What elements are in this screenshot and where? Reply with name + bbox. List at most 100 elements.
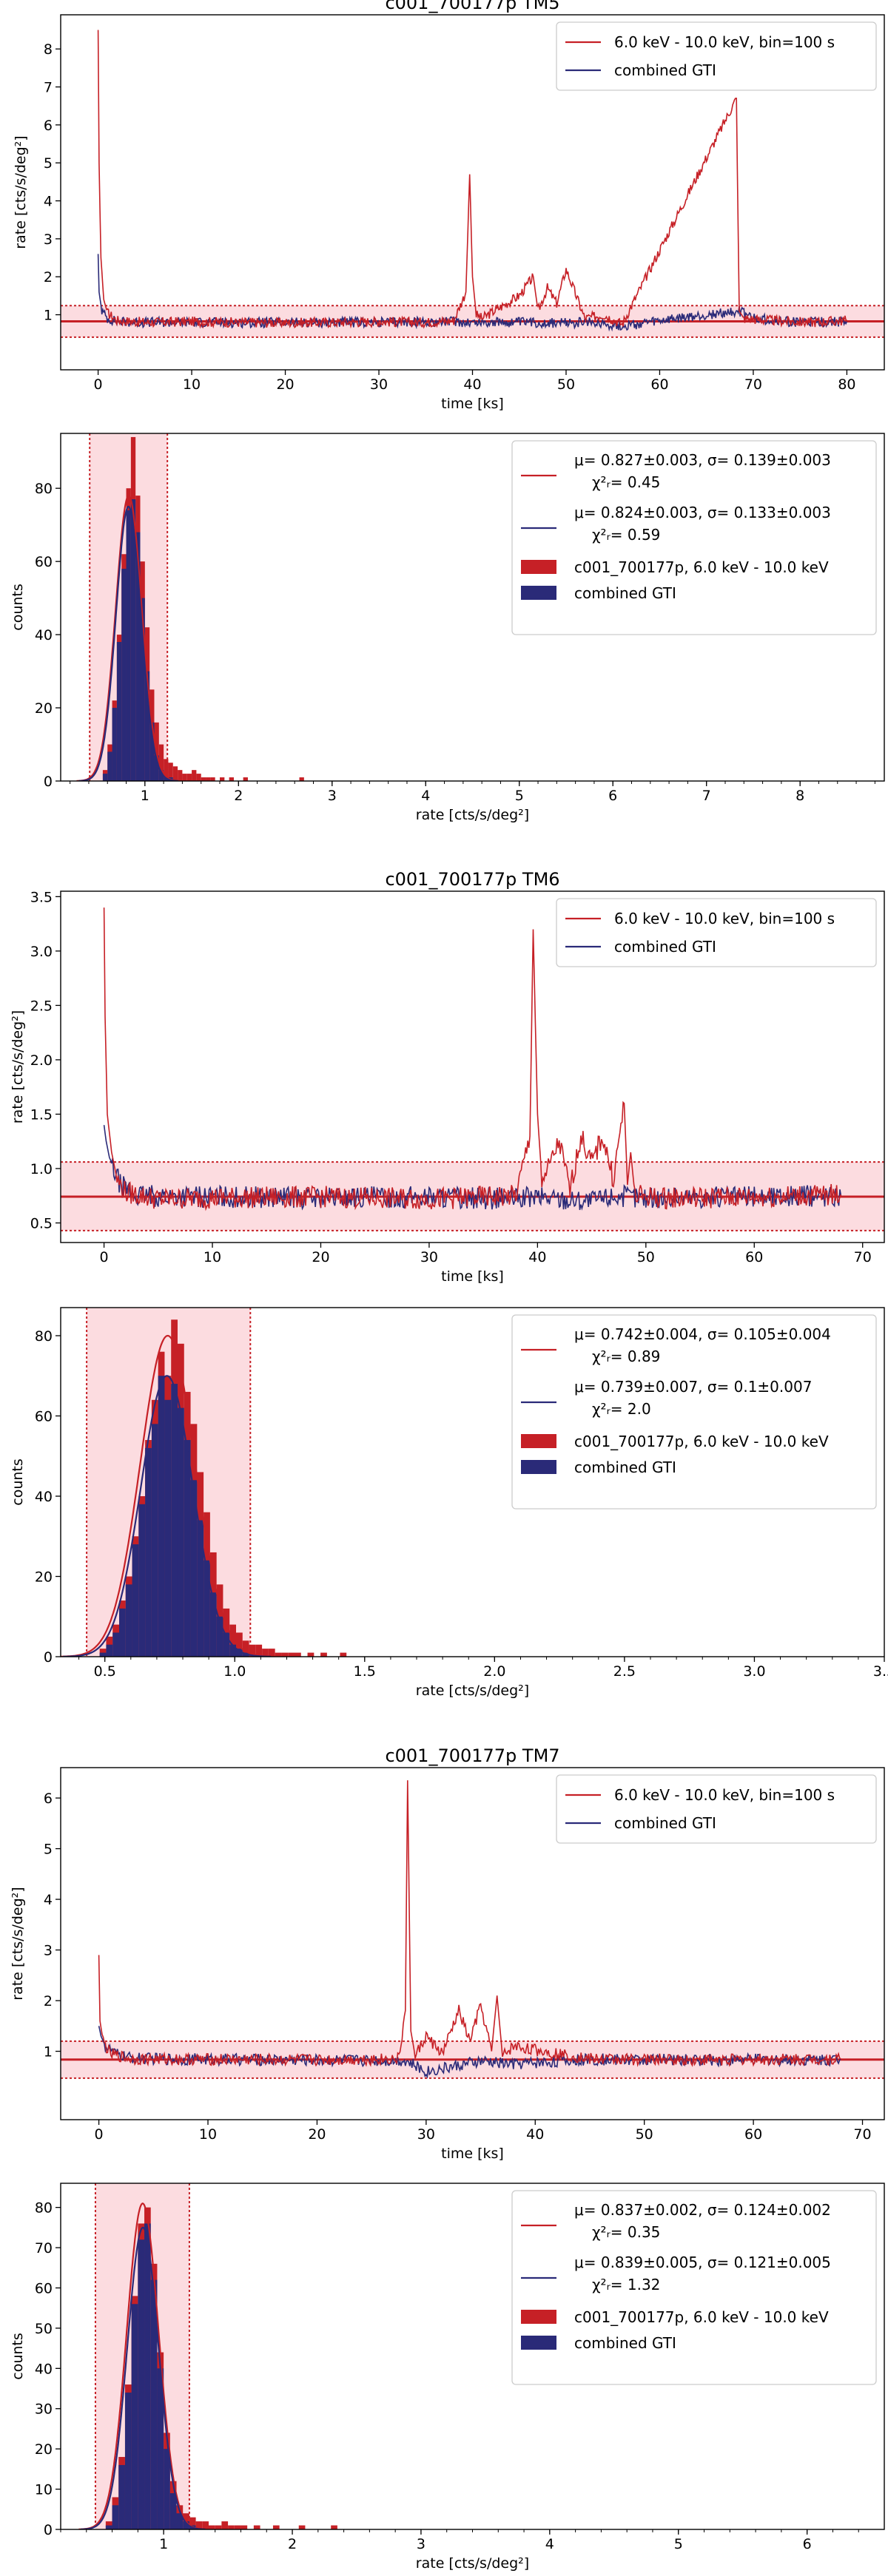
histogram-bar: [255, 1644, 263, 1657]
histogram-bar: [234, 2525, 241, 2529]
x-tick-label: 10: [204, 1249, 221, 1265]
histogram-bar: [164, 1399, 172, 1657]
legend-label: μ= 0.824±0.003, σ= 0.133±0.003: [574, 504, 831, 521]
legend-label: μ= 0.827±0.003, σ= 0.139±0.003: [574, 451, 831, 469]
histogram-bar: [106, 1644, 113, 1657]
y-tick-label: 3: [44, 231, 53, 248]
x-tick-label: 60: [744, 2126, 762, 2143]
axes-frame: [60, 433, 885, 782]
x-tick-label: 2.0: [483, 1663, 505, 1680]
histogram-bar: [158, 744, 164, 781]
x-tick-label: 70: [853, 2126, 871, 2143]
legend-patch: [521, 2310, 556, 2324]
legend-label: combined GTI: [574, 1458, 676, 1476]
histogram-bar: [262, 1649, 269, 1657]
legend-box: [556, 898, 877, 967]
histogram-bar: [331, 2525, 337, 2529]
chart-1: 0 10 20 30 40 50 60 70 80 1 2 3 4 5 6 7 8 c001_700177p TM…: [13, 0, 885, 412]
y-axis-label: rate [cts/s/deg²]: [10, 1010, 26, 1123]
x-tick-label: 6: [803, 2536, 812, 2552]
gaussian-fit-1: [61, 1334, 278, 1657]
histogram-bar: [177, 1407, 184, 1657]
histogram-bar: [320, 1652, 327, 1657]
legend-label: combined GTI: [614, 61, 716, 79]
x-tick-label: 70: [854, 1249, 872, 1265]
legend-box: [511, 2190, 877, 2385]
plot-area: [61, 1308, 347, 1657]
histogram-bar: [298, 2525, 306, 2529]
histogram-bar: [164, 2449, 170, 2529]
histogram-bar: [229, 1644, 236, 1657]
histogram-bar: [138, 2239, 145, 2529]
histogram-bar: [158, 1376, 165, 1657]
legend-label: c001_700177p, 6.0 keV - 10.0 keV: [574, 558, 829, 576]
y-tick-label: 2: [44, 269, 53, 285]
legend-box: [511, 440, 877, 635]
histogram-bar: [164, 759, 169, 781]
x-tick-label: 0: [95, 2126, 104, 2143]
x-tick-label: 0: [94, 376, 103, 393]
histogram-bar: [204, 1560, 210, 1657]
y-tick-label: 50: [35, 2321, 53, 2337]
histogram-bar: [196, 774, 201, 781]
series-energy-band: [97, 30, 847, 329]
y-tick-label: 7: [44, 80, 53, 96]
y-tick-label: 60: [35, 1408, 53, 1424]
histogram-bar: [102, 774, 108, 781]
x-tick-label: 10: [183, 376, 201, 393]
x-tick-label: 2: [288, 2536, 297, 2552]
series-combined-gti: [103, 1125, 842, 1211]
x-tick-label: 60: [745, 1249, 763, 1265]
histogram-bar: [307, 1652, 314, 1657]
histogram-bar: [268, 1649, 275, 1657]
histogram-bar: [249, 1644, 256, 1657]
y-tick-label: 4: [44, 1892, 53, 1908]
y-tick-label: 4: [44, 194, 53, 210]
histogram-bar: [105, 2525, 112, 2529]
histogram-bar: [99, 1652, 107, 1657]
axes-frame: [60, 890, 885, 1243]
histogram-bar: [209, 1592, 217, 1657]
chart-3: 0 10 20 30 40 50 60 70 0.5 1.0 1.5 2.0 2.5 3.0 3.5 c001…: [10, 869, 885, 1285]
histogram-bar: [340, 1652, 347, 1657]
y-tick-label: 8: [44, 41, 53, 58]
y-tick-label: 6: [44, 1791, 53, 1807]
histogram-bar: [190, 1480, 198, 1657]
y-tick-label: 0: [44, 2522, 53, 2538]
histogram-bar: [206, 777, 211, 781]
histogram-bar: [253, 2525, 260, 2529]
axes-frame: [60, 1307, 885, 1657]
x-tick-label: 30: [370, 376, 388, 393]
histogram-bar: [132, 1544, 139, 1657]
histogram-bar: [151, 1424, 158, 1657]
x-tick-label: 1.0: [223, 1663, 246, 1680]
histogram-bar: [192, 770, 197, 781]
y-tick-label: 3.5: [30, 889, 53, 905]
histogram-bar: [201, 777, 206, 781]
histogram-bar: [164, 777, 169, 781]
plot-area: [61, 907, 884, 1231]
legend-label: combined GTI: [614, 1814, 716, 1832]
x-tick-label: 40: [463, 376, 481, 393]
y-axis-label: counts: [10, 584, 26, 631]
legend-box: [511, 1314, 877, 1510]
histogram-bar: [281, 1652, 289, 1657]
histogram-bar: [116, 642, 122, 781]
x-tick-label: 1: [159, 2536, 168, 2552]
y-axis-label: rate [cts/s/deg²]: [13, 135, 29, 249]
histogram-bar: [158, 770, 164, 781]
legend-label: 6.0 keV - 10.0 keV, bin=100 s: [614, 910, 835, 927]
histogram-bar: [189, 2517, 196, 2529]
histogram-bar: [195, 2521, 203, 2529]
x-tick-label: 20: [312, 1249, 329, 1265]
histogram-bar: [118, 1608, 126, 1657]
histogram-bar: [135, 532, 141, 781]
histogram-bar: [112, 1632, 119, 1657]
y-axis-label: rate [cts/s/deg²]: [10, 1887, 26, 2000]
legend-label: χ²ᵣ= 2.0: [592, 1400, 651, 1418]
histogram-bar: [169, 2493, 177, 2529]
y-tick-label: 1: [44, 308, 53, 324]
x-tick-label: 20: [276, 376, 294, 393]
histogram-bar: [145, 1447, 152, 1657]
